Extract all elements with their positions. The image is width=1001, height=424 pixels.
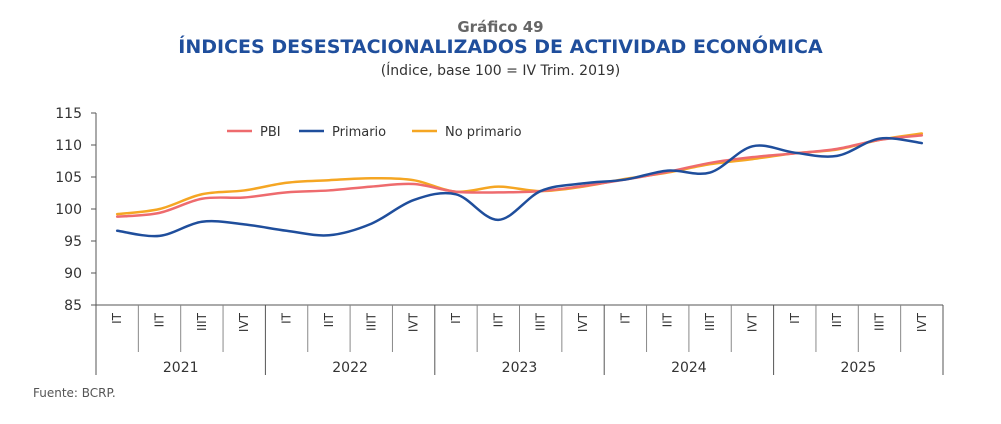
x-tick-label: IIIT: [195, 312, 209, 331]
source-note: Fuente: BCRP.: [33, 386, 116, 400]
y-tick-label: 90: [64, 266, 82, 282]
x-tick-label: IVT: [237, 312, 251, 332]
x-tick-label: IT: [618, 312, 632, 324]
year-label: 2024: [671, 360, 707, 376]
y-tick-label: 85: [64, 298, 82, 314]
legend: PBI Primario No primario: [227, 125, 522, 140]
legend-label: No primario: [445, 125, 522, 140]
x-tick-label: IVT: [407, 312, 421, 332]
x-tick-label: IT: [110, 312, 124, 324]
series-line-primario: [115, 136, 924, 238]
series-lines: [115, 132, 924, 238]
x-tick-label: IVT: [576, 312, 590, 332]
y-tick-label: 100: [55, 202, 82, 218]
axes: 85 90 95 100 105 110 115 IT IIT IIIT IVT IT IIT IIIT I…: [55, 106, 944, 376]
y-tick-label: 95: [64, 234, 82, 250]
x-tick-label: IT: [788, 312, 802, 324]
x-tick-label: IIIT: [872, 312, 886, 331]
legend-label: Primario: [332, 125, 386, 140]
x-tick-label: IIT: [830, 312, 844, 327]
x-tick-label: IIIT: [534, 312, 548, 331]
x-tick-label: IIIT: [703, 312, 717, 331]
year-label: 2022: [332, 360, 368, 376]
chart-number: Gráfico 49: [457, 18, 544, 36]
x-tick-label: IVT: [745, 312, 759, 332]
chart-subtitle: (Índice, base 100 = IV Trim. 2019): [380, 63, 621, 79]
series-line-pbi: [115, 134, 924, 218]
legend-label: PBI: [260, 125, 281, 140]
chart-title: ÍNDICES DESESTACIONALIZADOS DE ACTIVIDAD…: [178, 36, 823, 58]
x-tick-label: IIIT: [364, 312, 378, 331]
x-tick-label: IT: [280, 312, 294, 324]
year-label: 2025: [840, 360, 876, 376]
x-tick-label: IVT: [915, 312, 929, 332]
x-tick-label: IIT: [491, 312, 505, 327]
series-line-no-primario: [115, 132, 924, 216]
y-tick-label: 115: [55, 106, 82, 122]
year-label: 2021: [163, 360, 199, 376]
x-tick-label: IIT: [661, 312, 675, 327]
y-tick-label: 105: [55, 170, 82, 186]
y-tick-label: 110: [55, 138, 82, 154]
x-tick-label: IIT: [153, 312, 167, 327]
x-tick-label: IT: [449, 312, 463, 324]
year-label: 2023: [502, 360, 538, 376]
x-tick-label: IIT: [322, 312, 336, 327]
